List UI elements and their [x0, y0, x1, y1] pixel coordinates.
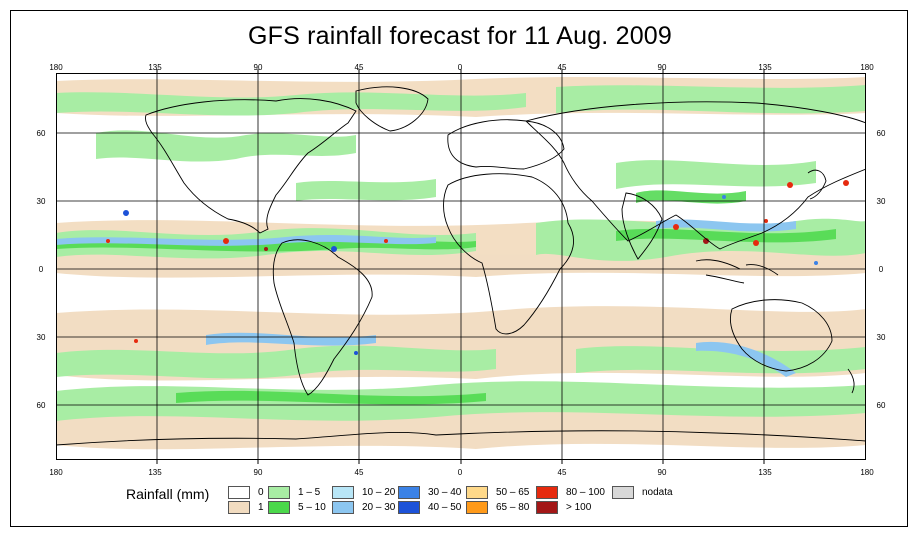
lon-label: 45 [557, 63, 567, 72]
rain-10-30-bands [56, 219, 796, 377]
lon-label: 90 [253, 468, 263, 477]
rainfall-map[interactable] [56, 73, 866, 460]
legend-swatch [536, 501, 558, 514]
legend-title: Rainfall (mm) [126, 486, 210, 502]
africa [443, 173, 575, 335]
legend-label: 65 – 80 [496, 502, 530, 513]
lon-label: 180 [49, 468, 63, 477]
india [621, 192, 663, 260]
map-border [56, 73, 866, 460]
lat-label: 30 [36, 197, 46, 206]
legend-swatch [466, 486, 488, 499]
map-title: GFS rainfall forecast for 11 Aug. 2009 [247, 22, 673, 50]
legend-label: 80 – 100 [566, 487, 605, 498]
lat-label: 0 [38, 265, 44, 274]
south-america [272, 239, 373, 396]
legend-label: 20 – 30 [362, 502, 396, 513]
legend-swatch [536, 486, 558, 499]
lat-label: 60 [36, 401, 46, 410]
legend-label: 10 – 20 [362, 487, 396, 498]
legend-label: 0 [258, 487, 264, 498]
legend-swatch [228, 486, 250, 499]
map-canvas[interactable] [56, 73, 866, 460]
lon-label: 0 [457, 468, 463, 477]
lat-label: 0 [878, 265, 884, 274]
legend-label: 30 – 40 [428, 487, 462, 498]
new-zealand [847, 368, 855, 394]
lat-label: 60 [876, 129, 886, 138]
legend-swatch [268, 501, 290, 514]
coastlines [56, 86, 866, 460]
lon-label: 180 [860, 63, 874, 72]
legend-swatch [466, 501, 488, 514]
lon-label: 180 [860, 468, 874, 477]
north-america [145, 98, 357, 234]
legend-label: nodata [642, 487, 673, 498]
europe [447, 119, 565, 170]
antarctica [56, 430, 866, 460]
legend-label: > 100 [566, 502, 592, 513]
legend-label: 1 [258, 502, 264, 513]
lat-label: 30 [36, 333, 46, 342]
lon-label: 180 [49, 63, 63, 72]
legend-swatch [332, 486, 354, 499]
lon-label: 135 [758, 468, 772, 477]
lon-label: 90 [657, 468, 667, 477]
legend-swatch [228, 501, 250, 514]
legend-swatch [398, 501, 420, 514]
legend-label: 1 – 5 [298, 487, 321, 498]
lon-label: 90 [657, 63, 667, 72]
legend-label: 50 – 65 [496, 487, 530, 498]
lat-label: 60 [876, 401, 886, 410]
lat-label: 30 [876, 197, 886, 206]
legend-swatch [398, 486, 420, 499]
legend-swatch [268, 486, 290, 499]
lon-label: 45 [557, 468, 567, 477]
lon-label: 135 [148, 468, 162, 477]
japan [807, 169, 827, 200]
rain-heavy-spots [106, 180, 849, 355]
lat-label: 30 [876, 333, 886, 342]
lon-label: 45 [354, 63, 364, 72]
legend-label: 5 – 10 [298, 502, 326, 513]
graticule [56, 73, 866, 460]
greenland [355, 86, 429, 132]
legend-label: 40 – 50 [428, 502, 462, 513]
australia [730, 299, 833, 372]
indonesia [695, 259, 779, 284]
lon-label: 90 [253, 63, 263, 72]
legend-swatch [332, 501, 354, 514]
asia [525, 101, 866, 250]
lat-label: 60 [36, 129, 46, 138]
lon-label: 0 [457, 63, 463, 72]
legend-swatch [612, 486, 634, 499]
lon-label: 135 [758, 63, 772, 72]
figure-frame [10, 10, 908, 527]
lon-label: 135 [148, 63, 162, 72]
lon-label: 45 [354, 468, 364, 477]
